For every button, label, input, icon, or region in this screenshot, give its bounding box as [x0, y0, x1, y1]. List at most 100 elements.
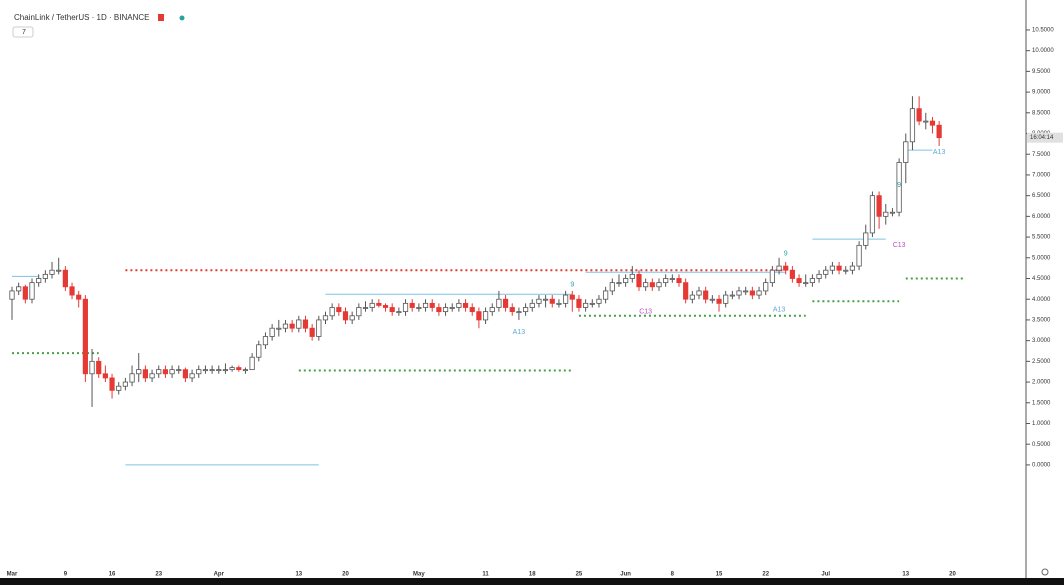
status-dot — [179, 15, 185, 21]
candle-body — [196, 369, 202, 375]
candle-body — [236, 367, 242, 371]
candle-body — [209, 369, 215, 372]
candle-body — [723, 294, 729, 304]
x-tick-label: Jun — [620, 572, 631, 578]
candle-body — [22, 286, 28, 300]
candle-body — [502, 298, 509, 308]
candle-body — [703, 290, 709, 300]
candle-body — [322, 315, 329, 321]
candle-body — [589, 302, 595, 305]
candle-body — [496, 298, 502, 308]
candle-body — [222, 369, 229, 372]
td-annotation: A13 — [773, 306, 786, 313]
candle-body — [476, 311, 482, 321]
candle-body — [362, 307, 369, 309]
candle-body — [256, 344, 262, 358]
candle-body — [342, 311, 349, 321]
y-tick-label: 7.5000 — [1032, 152, 1051, 158]
candle-body — [629, 273, 635, 279]
candle-body — [796, 278, 802, 284]
x-tick-label: Apr — [214, 572, 225, 578]
candle-body — [36, 278, 42, 284]
candle-body — [282, 323, 289, 329]
candle-body — [829, 265, 836, 271]
y-tick-label: 5.0000 — [1032, 255, 1051, 261]
candle-body — [449, 307, 455, 309]
candle-body — [336, 307, 342, 313]
candle-body — [909, 108, 916, 143]
candle-body — [569, 294, 575, 300]
y-tick-label: 1.0000 — [1032, 421, 1051, 427]
candle-body — [416, 307, 422, 309]
candle-body — [729, 294, 735, 297]
candle-body — [716, 298, 722, 304]
candle-body — [763, 282, 769, 292]
candle-body — [823, 269, 829, 275]
candle-body — [656, 282, 662, 288]
candle-body — [869, 195, 876, 234]
y-tick-label: 2.0000 — [1032, 380, 1051, 386]
candle-body — [843, 269, 849, 272]
countdown-box — [1027, 132, 1063, 143]
td-annotation: C13 — [639, 308, 652, 315]
candle-body — [329, 307, 335, 317]
candle-body — [469, 307, 475, 313]
candle-body — [156, 369, 162, 375]
chart-title: ChainLink / TetherUS · 1D · BINANCE — [14, 13, 149, 22]
candle-body — [262, 336, 269, 346]
candle-body — [69, 286, 75, 296]
candle-body — [109, 377, 115, 391]
y-tick-label: 7.0000 — [1032, 173, 1051, 179]
candle-body — [142, 369, 148, 379]
x-tick-label: 22 — [762, 572, 769, 578]
candle-body — [42, 273, 48, 279]
candle-body — [89, 360, 95, 375]
td-annotation: A13 — [933, 149, 946, 156]
td-annotation: 9 — [784, 250, 788, 257]
candle-body — [409, 302, 415, 308]
y-tick-label: 0.5000 — [1032, 442, 1051, 448]
candle-body — [249, 356, 255, 371]
candle-body — [482, 311, 489, 321]
candle-body — [162, 369, 169, 375]
countdown-label: 16:04:14 — [1030, 135, 1054, 141]
candle-body — [169, 369, 175, 375]
candle-body — [683, 282, 689, 300]
candle-body — [522, 307, 529, 313]
candle-body — [709, 298, 715, 301]
candle-body — [923, 120, 929, 123]
status-icon — [158, 14, 164, 21]
y-tick-label: 4.5000 — [1032, 276, 1051, 282]
candle-body — [809, 278, 816, 284]
candle-body — [182, 369, 189, 379]
candle-body — [376, 302, 382, 306]
candle-body — [429, 302, 435, 308]
candle-body — [603, 290, 609, 300]
candle-body — [82, 298, 88, 375]
y-tick-label: 6.5000 — [1032, 193, 1051, 199]
candle-body — [563, 294, 569, 304]
candle-body — [663, 278, 669, 284]
x-tick-label: 20 — [949, 572, 956, 578]
candle-body — [436, 307, 442, 313]
candle-body — [583, 302, 589, 308]
candle-body — [609, 282, 615, 292]
settings-icon[interactable] — [1041, 568, 1049, 576]
candle-body — [509, 307, 515, 313]
candle-body — [309, 327, 315, 337]
indicator-badge[interactable] — [12, 26, 34, 38]
y-tick-label: 0.0000 — [1032, 462, 1051, 468]
candle-body — [102, 373, 108, 379]
candle-body — [382, 305, 389, 308]
candle-body — [242, 369, 249, 372]
candle-body — [129, 373, 135, 383]
candle-body — [269, 327, 275, 337]
candle-body — [596, 298, 602, 304]
td-annotation: A13 — [513, 329, 526, 336]
y-tick-label: 3.0000 — [1032, 338, 1051, 344]
td-annotation: 9 — [897, 182, 901, 189]
candle-body — [896, 162, 902, 213]
x-tick-label: May — [413, 572, 425, 578]
